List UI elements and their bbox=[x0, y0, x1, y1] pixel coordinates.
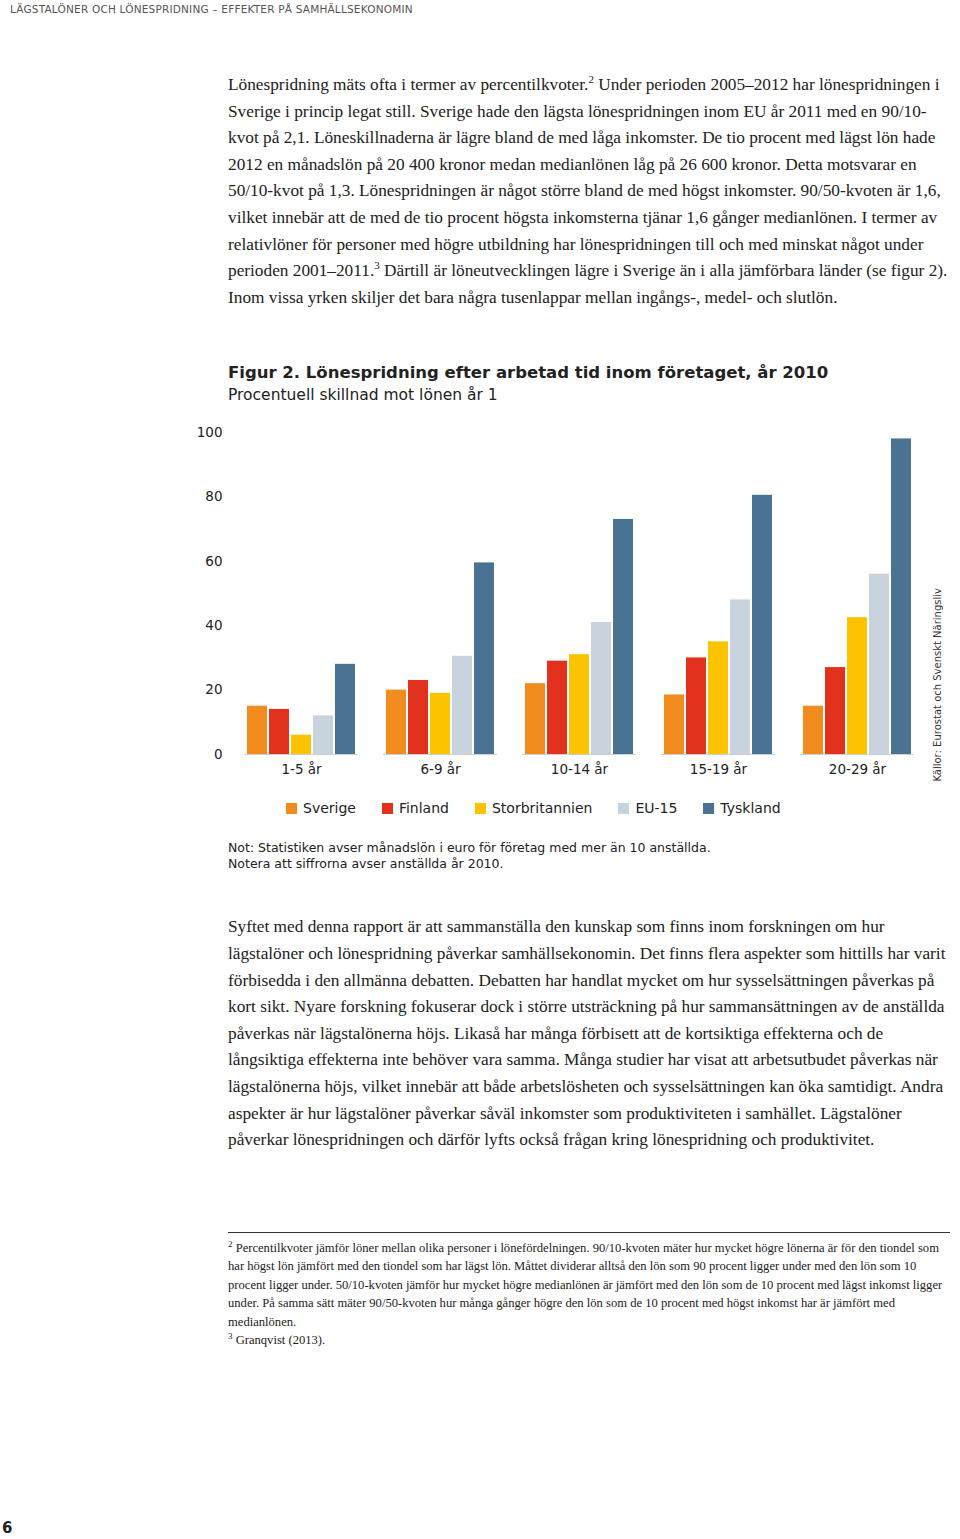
html-text:Syftet med denna rapport är at: Syftet med denna rapport är att sammanst… bbox=[228, 917, 946, 1150]
html-text:2Percentilkvoter jämför löner: 2Percentilkvoter jämför löner mellan oli… bbox=[228, 1238, 943, 1329]
svg-text:80: 80 bbox=[205, 489, 222, 505]
svg-text:15-19 år: 15-19 år bbox=[690, 761, 748, 777]
html-text:EU-15: EU-15 bbox=[635, 800, 678, 817]
svg-text:10-14 år: 10-14 år bbox=[551, 761, 609, 777]
html-text:Lönespridning mäts ofta i term: Lönespridning mäts ofta i termer av perc… bbox=[228, 73, 948, 307]
svg-text:100: 100 bbox=[197, 424, 223, 440]
html-text:3Granqvist (2013).: 3Granqvist (2013). bbox=[228, 1331, 326, 1348]
svg-text:20: 20 bbox=[205, 682, 222, 698]
html-text:Källor: Eurostat och Svenskt N: Källor: Eurostat och Svenskt Näringsliv bbox=[932, 588, 943, 782]
svg-text:0: 0 bbox=[214, 746, 223, 762]
svg-text:1-5 år: 1-5 år bbox=[281, 761, 322, 777]
html-text:Finland: Finland bbox=[398, 800, 449, 817]
html-text:Notera att siffrorna avser ans: Notera att siffrorna avser anställda år … bbox=[228, 856, 504, 872]
html-text:Storbritannien: Storbritannien bbox=[492, 800, 593, 817]
html-text:Procentuell skillnad mot lönen: Procentuell skillnad mot lönen år 1 bbox=[228, 386, 498, 405]
html-text:Tyskland: Tyskland bbox=[720, 800, 781, 817]
html-text:Sverige: Sverige bbox=[303, 800, 356, 817]
svg-text:6-9 år: 6-9 år bbox=[420, 761, 461, 777]
svg-text:40: 40 bbox=[205, 617, 222, 633]
html-text:Not: Statistiken avser månadsl: Not: Statistiken avser månadslön i euro … bbox=[228, 840, 711, 856]
svg-text:20-29 år: 20-29 år bbox=[829, 761, 887, 777]
html-text:Figur 2. Lönespridning efter a: Figur 2. Lönespridning efter arbetad tid… bbox=[228, 363, 829, 383]
html-text:6: 6 bbox=[2, 1519, 13, 1537]
html-text:LÄGSTALÖNER OCH LÖNESPRIDNING: LÄGSTALÖNER OCH LÖNESPRIDNING – EFFEKTER… bbox=[10, 3, 413, 15]
svg-text:60: 60 bbox=[205, 553, 222, 569]
